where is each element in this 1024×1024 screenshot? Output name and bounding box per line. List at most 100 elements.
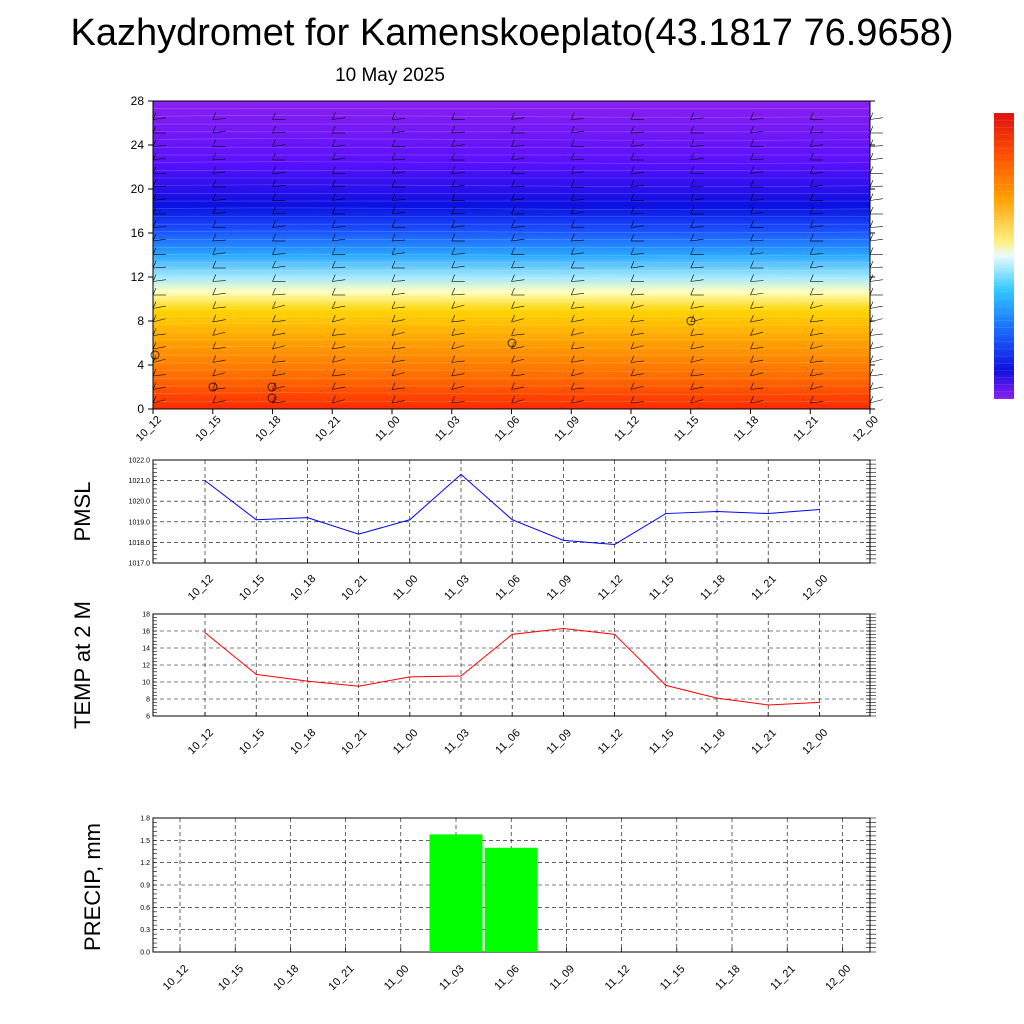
y-tick-label: 6 (146, 714, 150, 721)
wind-barb-flag (391, 395, 396, 404)
x-tick-label: 10_18 (253, 414, 283, 444)
wind-barb-flag (272, 314, 276, 323)
wind-barb-flag (750, 233, 754, 242)
wind-barb-flag (570, 233, 575, 242)
wind-barb (571, 252, 585, 255)
wind-barb (391, 359, 405, 363)
wind-barb (152, 198, 166, 201)
wind-barb (511, 333, 525, 336)
wind-barb (571, 387, 585, 390)
wind-barb-flag (690, 206, 695, 215)
wind-barb-flag (391, 260, 396, 269)
y-tick-label: 16 (142, 629, 150, 636)
wind-barb-flag (690, 152, 695, 161)
wind-barb (332, 266, 346, 269)
wind-barb (391, 252, 405, 255)
wind-barb-flag (511, 301, 515, 309)
wind-barb-flag (809, 220, 814, 228)
wind-barb (272, 172, 286, 174)
wind-barb (332, 305, 346, 309)
wind-barb-flag (750, 112, 754, 120)
wind-barb-flag (630, 179, 635, 188)
wind-barb (630, 320, 644, 323)
contour-line (152, 230, 871, 234)
wind-barb-flag (750, 152, 754, 161)
wind-barb (391, 158, 405, 161)
x-tick-label: 12_00 (851, 414, 881, 444)
wind-barb (212, 118, 226, 120)
wind-barb (869, 386, 883, 390)
temp-point (818, 701, 821, 704)
wind-barb-flag (750, 247, 754, 255)
wind-barb-flag (212, 152, 217, 161)
wind-barb (869, 198, 883, 201)
wind-barb (630, 385, 644, 390)
wind-barb-flag (511, 166, 515, 174)
wind-barb (571, 372, 584, 377)
wind-barb-flag (212, 125, 217, 134)
wind-barb (511, 226, 525, 228)
wind-barb (750, 292, 764, 296)
wind-barb (391, 347, 405, 350)
wind-barb-flag (570, 220, 575, 228)
wind-barb-flag (630, 341, 635, 350)
wind-barb (152, 117, 166, 120)
wind-barb-flag (511, 341, 515, 350)
wind-barb (152, 279, 166, 282)
temp-panel: 6 8 10 12 14 16 18 10_12 10_15 10_18 10_21 11_00 11_… (70, 601, 876, 757)
wind-barb-flag (809, 328, 814, 336)
contour-line (152, 323, 871, 326)
x-tick-label: 10_18 (288, 573, 318, 603)
wind-barb (571, 359, 585, 363)
wind-barb (630, 345, 644, 350)
wind-barb-flag (750, 287, 754, 296)
wind-barb (750, 359, 764, 363)
y-tick-label: 18 (142, 612, 150, 619)
wind-barb-flag (511, 206, 515, 215)
wind-barb-flag (331, 139, 336, 147)
wind-barb-flag (570, 260, 575, 269)
wind-barb (212, 171, 226, 174)
wind-barb-flag (511, 233, 515, 242)
wind-barb-flag (570, 179, 575, 188)
y-tick-label: 8 (146, 697, 150, 704)
wind-barb (272, 293, 286, 296)
page-title: Kazhydromet for Kamenskoeplato(43.1817 7… (70, 12, 954, 54)
wind-barb-flag (511, 247, 515, 255)
wind-barb (391, 171, 405, 174)
wind-barb (332, 157, 346, 161)
wind-barb-flag (809, 260, 814, 269)
pmsl-point (562, 539, 565, 541)
wind-barb (630, 332, 644, 336)
wind-barb-flag (690, 301, 695, 309)
calm-circle (686, 316, 696, 326)
wind-barb-flag (750, 341, 754, 350)
x-tick-label: 11_18 (713, 963, 743, 993)
y-tick-label: 1.8 (140, 816, 150, 823)
wind-barb (571, 239, 585, 242)
calm-circle (267, 393, 277, 403)
wind-barb (451, 320, 465, 323)
wind-barb-flag (809, 341, 814, 350)
wind-barb-flag (331, 220, 336, 228)
wind-barb-flag (750, 314, 754, 323)
x-tick-label: 11_00 (382, 963, 412, 993)
wind-barb-flag (809, 314, 814, 323)
wind-barb (451, 172, 465, 174)
wind-barb (750, 347, 764, 350)
wind-barb (869, 145, 883, 147)
wind-barb (212, 211, 226, 215)
wind-barb (810, 320, 824, 323)
x-tick-label: 10_15 (237, 727, 267, 757)
wind-barb (511, 358, 525, 363)
wind-barb (690, 318, 704, 323)
x-tick-label: 11_06 (493, 573, 523, 603)
temp-point (614, 633, 616, 636)
wind-barb-flag (690, 368, 695, 377)
wind-barb (272, 385, 286, 390)
wind-barb-flag (391, 287, 396, 296)
wind-barb (212, 372, 226, 377)
wind-barb-flag (809, 233, 814, 242)
wind-barb-flag (272, 355, 276, 363)
wind-barb (750, 118, 764, 120)
